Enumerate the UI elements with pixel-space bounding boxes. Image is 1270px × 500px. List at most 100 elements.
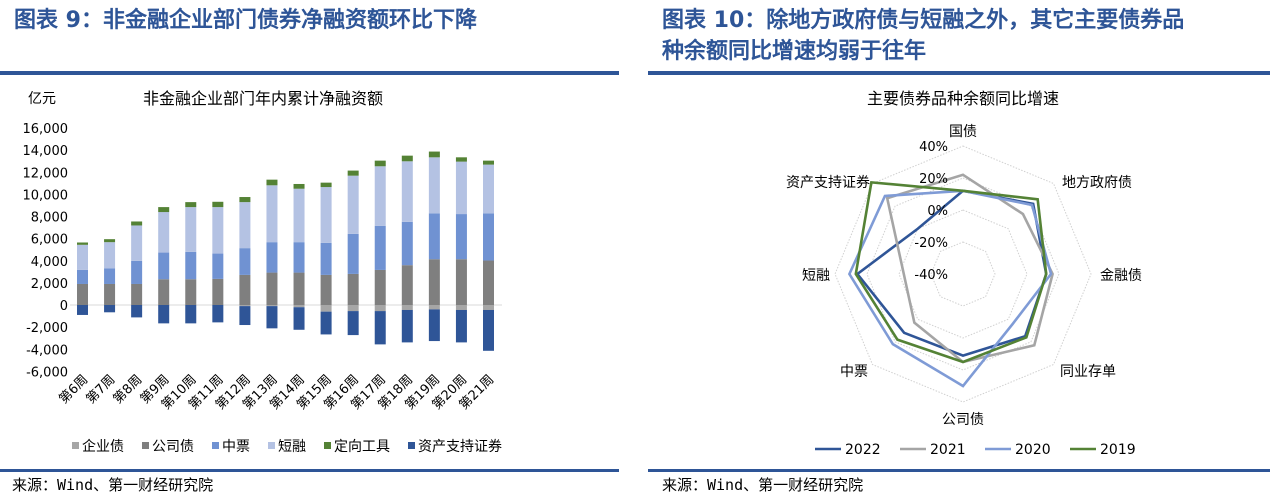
bar-segment — [77, 269, 88, 284]
legend-label: 公司债 — [152, 439, 194, 455]
bar-segment — [455, 309, 467, 343]
radar-axis-label: 资产支持证券 — [786, 175, 870, 191]
bar-segment — [374, 305, 386, 312]
bar-segment — [320, 187, 332, 243]
bar-segment — [77, 305, 88, 315]
bar-segment — [293, 242, 305, 273]
bar-segment — [77, 283, 88, 305]
bar-segment — [266, 272, 278, 305]
bar-segment — [212, 201, 224, 208]
bar-segment — [428, 151, 440, 158]
bar-chart-y-unit: 亿元 — [28, 91, 56, 107]
bar-segment — [347, 311, 359, 336]
bar-segment — [212, 278, 224, 305]
bar-segment — [320, 274, 332, 305]
bar-segment — [239, 202, 251, 249]
bar-segment — [455, 305, 467, 310]
bar-segment — [293, 307, 305, 330]
bar-segment — [131, 221, 143, 226]
legend-label: 2022 — [845, 442, 881, 458]
bar-segment — [320, 182, 332, 188]
bar-segment — [293, 272, 305, 305]
bar-segment — [455, 214, 467, 260]
bar-segment — [455, 157, 467, 162]
bar-segment — [131, 305, 143, 318]
left-source-rule — [0, 469, 619, 472]
right-title-rule — [648, 71, 1270, 75]
right-panel-title-line2: 种余额同比增速均弱于往年 — [662, 39, 927, 64]
legend-label: 2020 — [1015, 442, 1051, 458]
radar-axis-label: 中票 — [840, 364, 868, 380]
radar-axis-label: 国债 — [949, 124, 977, 140]
y-tick-label: 2,000 — [31, 277, 68, 292]
y-tick-label: 8,000 — [31, 211, 68, 226]
legend-label: 企业债 — [82, 438, 124, 455]
legend-label: 2021 — [930, 442, 966, 458]
y-tick-label: -6,000 — [26, 365, 68, 380]
bar-segment — [347, 273, 359, 305]
bar-segment — [347, 170, 359, 176]
bar-segment — [212, 253, 224, 279]
radar-axis-label: 短融 — [802, 268, 830, 284]
bar-chart: 亿元 非金融企业部门年内累计净融资额 -6,000 -4,000 -2,000 0 2,… — [23, 89, 502, 455]
bar-segment — [104, 268, 116, 284]
bar-segment — [483, 260, 494, 305]
bar-segment — [401, 309, 413, 343]
bar-segment — [293, 305, 305, 308]
bar-segment — [212, 207, 224, 254]
bar-segment — [374, 160, 386, 167]
radar-ring-label: 0% — [927, 204, 948, 219]
bar-segment — [347, 233, 359, 274]
bar-segment — [428, 157, 440, 214]
radar-ring-label: 20% — [919, 172, 948, 187]
radar-axis-label: 公司债 — [942, 412, 984, 428]
radar-grid-ring — [866, 177, 1060, 371]
legend-label: 2019 — [1100, 442, 1136, 458]
legend-label: 中票 — [222, 439, 250, 455]
bar-segment — [374, 166, 386, 226]
radar-chart-title: 主要债券品种余额同比增速 — [867, 89, 1059, 108]
y-tick-label: -4,000 — [26, 343, 68, 358]
y-tick-label: 6,000 — [31, 233, 68, 248]
bar-segment — [77, 242, 88, 245]
bar-segment — [293, 183, 305, 189]
bar-segment — [131, 283, 143, 305]
legend-swatch — [268, 442, 275, 449]
bar-segment — [483, 164, 494, 214]
bar-segment — [455, 161, 467, 215]
bar-segment — [158, 279, 170, 305]
bar-segment — [131, 225, 143, 261]
bar-segment — [185, 305, 197, 324]
bar-segment — [428, 213, 440, 260]
y-tick-label: 10,000 — [23, 188, 69, 203]
bar-segment — [483, 160, 494, 165]
y-tick-label: 16,000 — [23, 122, 69, 137]
radar-axis-label: 同业存单 — [1060, 364, 1116, 380]
bar-segment — [266, 242, 278, 273]
bar-segment — [212, 305, 224, 323]
radar-grid-ring — [898, 209, 1028, 339]
bar-segment — [266, 306, 278, 329]
bar-segment — [158, 252, 170, 280]
radar-axis-label: 地方政府债 — [1062, 175, 1132, 191]
y-tick-label: 14,000 — [23, 144, 69, 159]
bar-segment — [104, 305, 116, 313]
bar-chart-title: 非金融企业部门年内累计净融资额 — [143, 89, 383, 108]
bar-segment — [104, 239, 116, 243]
right-source-rule — [648, 469, 1270, 472]
radar-axis-label: 金融债 — [1100, 268, 1142, 284]
legend-label: 资产支持证券 — [418, 439, 502, 455]
left-title-rule — [0, 71, 619, 75]
legend-swatch — [408, 442, 415, 449]
bar-segment — [185, 202, 197, 208]
left-panel-title: 图表 9：非金融企业部门债券净融资额环比下降 — [14, 8, 477, 33]
bar-segment — [401, 155, 413, 162]
bar-segment — [483, 213, 494, 261]
bar-segment — [266, 185, 278, 243]
bar-segment — [266, 305, 278, 307]
bar-segment — [77, 244, 88, 270]
bar-segment — [428, 259, 440, 305]
radar-ring-label: 40% — [919, 140, 948, 155]
bar-segment — [158, 305, 170, 324]
y-tick-label: -2,000 — [26, 321, 68, 336]
